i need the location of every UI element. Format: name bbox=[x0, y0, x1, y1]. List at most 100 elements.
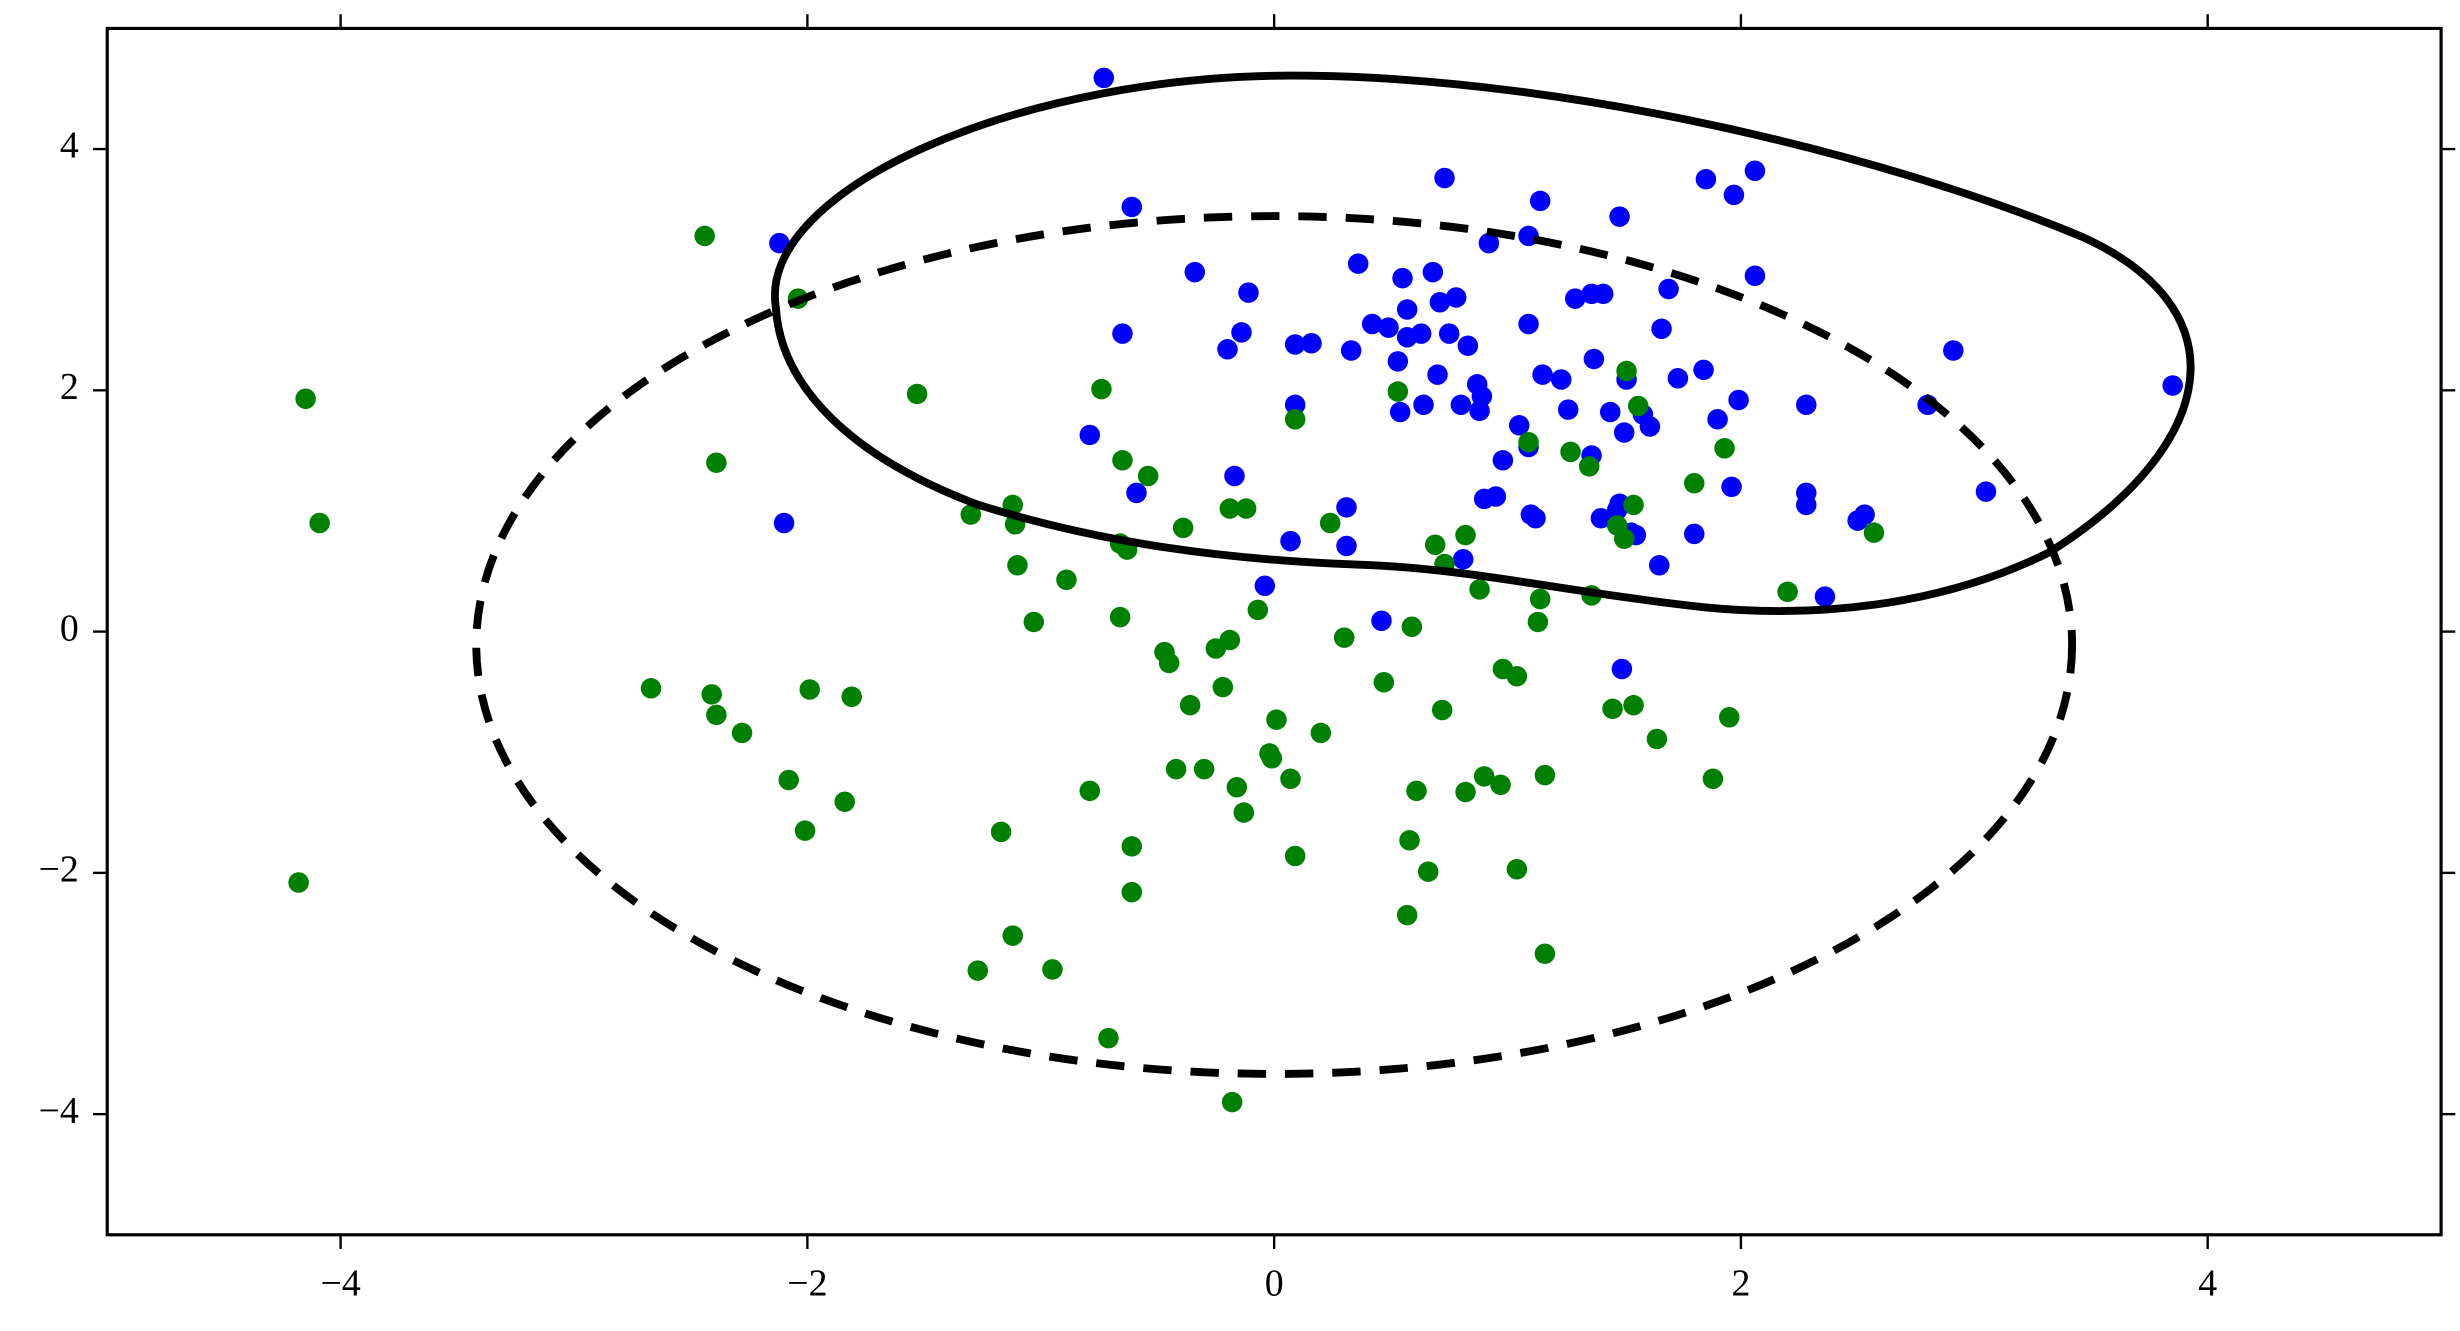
scatter-point bbox=[1373, 672, 1395, 693]
scatter-point bbox=[1683, 523, 1705, 545]
scatter-point bbox=[706, 452, 727, 473]
scatter-point bbox=[1347, 253, 1369, 274]
scatter-point bbox=[1310, 722, 1332, 744]
scatter-point bbox=[1158, 652, 1180, 674]
y-tick-label: 4 bbox=[60, 125, 79, 167]
scatter-point bbox=[1683, 472, 1705, 494]
scatter-point bbox=[1445, 287, 1467, 308]
x-tick-label: −4 bbox=[320, 1262, 360, 1304]
plot-frame bbox=[105, 26, 2443, 1237]
scatter-point bbox=[1231, 322, 1252, 343]
scatter-point bbox=[1627, 395, 1649, 417]
scatter-point bbox=[1284, 334, 1306, 355]
scatter-point bbox=[1639, 416, 1661, 437]
scatter-point bbox=[1301, 333, 1322, 354]
scatter-point bbox=[1371, 610, 1392, 631]
scatter-point bbox=[1452, 548, 1474, 570]
scatter-point bbox=[1613, 422, 1635, 443]
scatter-point bbox=[1429, 292, 1451, 313]
y-tick-label: 2 bbox=[60, 366, 79, 408]
scatter-point bbox=[1693, 359, 1714, 381]
scatter-point bbox=[1219, 498, 1241, 519]
scatter-point bbox=[1863, 522, 1885, 543]
scatter-point bbox=[1336, 497, 1357, 518]
scatter-point bbox=[1413, 394, 1434, 416]
scatter-point bbox=[1529, 588, 1551, 610]
scatter-point bbox=[1623, 694, 1644, 716]
scatter-point bbox=[1469, 579, 1490, 600]
scatter-point bbox=[834, 791, 855, 812]
scatter-point bbox=[1658, 278, 1679, 300]
scatter-point bbox=[1578, 456, 1600, 477]
scatter-point bbox=[1280, 530, 1301, 552]
scatter-point bbox=[1529, 190, 1551, 212]
scatter-point bbox=[1422, 261, 1444, 283]
dashed-contour bbox=[472, 212, 2077, 1078]
scatter-point bbox=[2162, 375, 2183, 396]
scatter-point bbox=[1396, 299, 1418, 320]
scatter-point bbox=[1340, 340, 1362, 361]
scatter-point bbox=[990, 821, 1012, 843]
scatter-point bbox=[288, 872, 309, 893]
scatter-point bbox=[1455, 781, 1476, 803]
scatter-point bbox=[1261, 748, 1283, 769]
scatter-point bbox=[309, 512, 330, 534]
scatter-point bbox=[1284, 409, 1306, 430]
scatter-point bbox=[1093, 67, 1115, 89]
x-tick-label: 0 bbox=[1265, 1262, 1284, 1304]
scatter-point bbox=[1401, 616, 1423, 638]
scatter-point bbox=[799, 679, 820, 700]
scatter-point bbox=[1424, 534, 1446, 555]
y-tick-label: −2 bbox=[39, 849, 79, 891]
scatter-point bbox=[1506, 858, 1528, 880]
scatter-point bbox=[778, 769, 799, 791]
scatter-point bbox=[1777, 581, 1798, 603]
scatter-point bbox=[1623, 494, 1644, 516]
scatter-point bbox=[1651, 318, 1672, 340]
scatter-point bbox=[1702, 768, 1724, 790]
scatter-point bbox=[1609, 206, 1630, 227]
scatter-point bbox=[1560, 441, 1581, 463]
scatter-point bbox=[1023, 611, 1045, 633]
scatter-point bbox=[1079, 780, 1101, 802]
scatter-point bbox=[906, 383, 928, 405]
scatter-point bbox=[1406, 780, 1427, 802]
scatter-point bbox=[1238, 282, 1259, 303]
scatter-point bbox=[1490, 774, 1511, 796]
x-tick-label: 2 bbox=[1731, 1262, 1750, 1304]
scatter-point bbox=[1217, 339, 1238, 360]
plot-area bbox=[288, 67, 2183, 1113]
scatter-point bbox=[1226, 776, 1248, 798]
scatter-point bbox=[1796, 494, 1817, 516]
scatter-point bbox=[1396, 904, 1418, 926]
scatter-point bbox=[1235, 498, 1257, 519]
scatter-point bbox=[1378, 317, 1399, 338]
scatter-point bbox=[1590, 507, 1612, 529]
scatter-point bbox=[1616, 360, 1637, 382]
scatter-point bbox=[1266, 709, 1287, 730]
scatter-point bbox=[1457, 335, 1479, 356]
scatter-point bbox=[1534, 764, 1556, 786]
scatter-point bbox=[1613, 528, 1635, 549]
scatter-point bbox=[640, 678, 662, 699]
scatter-point bbox=[1744, 160, 1766, 182]
scatter-point bbox=[1184, 261, 1206, 283]
scatter-point bbox=[1728, 389, 1749, 411]
scatter-point bbox=[1224, 465, 1245, 487]
scatter-point bbox=[1592, 283, 1614, 305]
scatter-point bbox=[1042, 959, 1063, 980]
scatter-point bbox=[1564, 288, 1586, 309]
scatter-point bbox=[1284, 394, 1306, 416]
scatter-point bbox=[1599, 401, 1621, 423]
scatter-point bbox=[295, 388, 316, 410]
y-tick-label: 0 bbox=[60, 607, 79, 649]
scatter-point bbox=[967, 960, 989, 981]
scatter-point bbox=[1719, 706, 1740, 728]
scatter-point bbox=[1473, 766, 1495, 787]
scatter-point bbox=[1469, 400, 1490, 422]
scatter-point bbox=[1506, 665, 1528, 687]
scatter-point bbox=[841, 686, 862, 707]
x-tick-label: −2 bbox=[787, 1262, 827, 1304]
scatter-point bbox=[1112, 450, 1133, 471]
scatter-point bbox=[1410, 323, 1432, 344]
